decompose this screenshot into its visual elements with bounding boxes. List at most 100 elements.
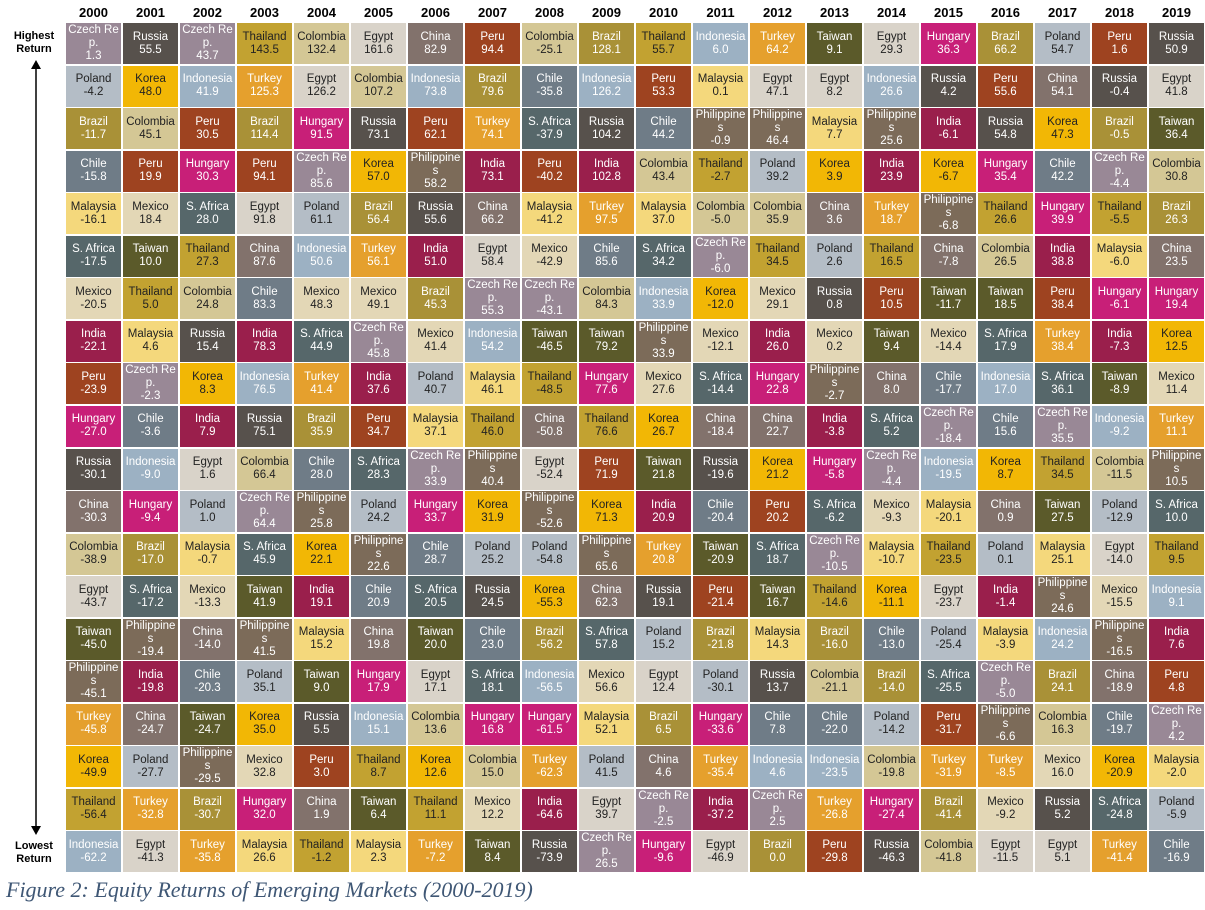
country-name: Korea (78, 753, 109, 766)
return-value: 25.2 (481, 554, 504, 567)
return-value: 19.1 (310, 596, 333, 609)
country-name: Hungary (641, 838, 686, 851)
return-value: 0.1 (997, 554, 1014, 567)
return-value: -41.8 (935, 851, 962, 864)
country-name: Taiwan (759, 583, 796, 596)
country-name: Philippines (467, 449, 518, 475)
return-cell: Malaysia 7.7 (806, 107, 863, 151)
country-name: Turkey (361, 243, 396, 256)
country-name: Russia (531, 838, 568, 851)
country-name: Poland (1158, 796, 1195, 809)
return-cell: Czech Rep. -2.3 (122, 362, 179, 406)
return-value: -20.9 (707, 554, 734, 567)
country-name: Peru (594, 456, 619, 469)
country-name: Hungary (470, 711, 515, 724)
return-cell: Turkey 41.4 (293, 362, 350, 406)
return-cell: Brazil 26.3 (1148, 192, 1205, 236)
country-name: Korea (648, 413, 679, 426)
return-cell: Mexico 0.2 (806, 319, 863, 363)
return-value: -12.9 (1106, 511, 1133, 524)
return-value: 3.0 (313, 766, 330, 779)
return-value: -9.3 (881, 511, 902, 524)
return-cell: Mexico -42.9 (521, 234, 578, 278)
return-cell: Poland 24.2 (350, 490, 407, 534)
return-cell: Peru 20.2 (749, 490, 806, 534)
return-value: 57.8 (595, 639, 618, 652)
return-value: 16.8 (481, 724, 504, 737)
return-value: -14.4 (935, 341, 962, 354)
return-cell: Turkey 11.1 (1148, 404, 1205, 448)
country-name: India (309, 583, 334, 596)
return-cell: Mexico -15.5 (1091, 575, 1148, 619)
return-cell: Turkey -31.9 (920, 745, 977, 789)
return-value: 45.8 (367, 347, 390, 360)
return-cell: Egypt 5.1 (1034, 830, 1091, 874)
return-value: -2.7 (710, 171, 731, 184)
country-name: Chile (422, 541, 449, 554)
return-value: 55.5 (139, 43, 162, 56)
return-cell: India -6.1 (920, 107, 977, 151)
country-name: Egypt (1161, 73, 1192, 86)
return-cell: Czech Rep. 55.3 (464, 277, 521, 321)
country-name: Hungary (299, 115, 344, 128)
return-value: 20.9 (367, 596, 390, 609)
country-name: Chile (137, 413, 164, 426)
country-name: China (819, 200, 850, 213)
country-name: Peru (480, 30, 505, 43)
return-cell: Malaysia -6.0 (1091, 234, 1148, 278)
country-name: India (651, 498, 676, 511)
return-cell: Hungary -5.8 (806, 447, 863, 491)
return-value: -5.0 (710, 213, 731, 226)
return-value: -20.1 (935, 511, 962, 524)
country-name: Mexico (588, 668, 625, 681)
return-value: 87.6 (253, 256, 276, 269)
return-cell: Czech Rep. 2.5 (749, 787, 806, 831)
return-cell: Chile 44.2 (635, 107, 692, 151)
return-cell: Czech Rep. 64.4 (236, 490, 293, 534)
return-value: 0.1 (712, 86, 729, 99)
country-name: Czech Rep. (638, 789, 689, 815)
country-name: Taiwan (1044, 498, 1081, 511)
return-value: -6.6 (995, 730, 1016, 743)
return-cell: Chile -20.3 (179, 660, 236, 704)
return-cell: Thailand -56.4 (65, 787, 122, 831)
country-name: Poland (645, 626, 682, 639)
return-value: 76.5 (253, 383, 276, 396)
return-cell: Chile 28.7 (407, 532, 464, 576)
return-cell: Hungary 33.7 (407, 490, 464, 534)
country-name: Brazil (1162, 200, 1191, 213)
country-name: Chile (821, 711, 848, 724)
country-name: Mexico (303, 285, 340, 298)
return-cell: Mexico 29.1 (749, 277, 806, 321)
return-value: 26.5 (595, 858, 618, 871)
country-name: Taiwan (702, 541, 739, 554)
return-value: 35.4 (994, 171, 1017, 184)
country-name: Peru (252, 158, 277, 171)
country-name: Chile (707, 498, 734, 511)
return-cell: Mexico -9.2 (977, 787, 1034, 831)
return-value: 58.2 (424, 177, 447, 190)
country-name: Thailand (185, 243, 230, 256)
return-value: 4.6 (769, 766, 786, 779)
country-name: Chile (1049, 158, 1076, 171)
return-cell: S. Africa -37.9 (521, 107, 578, 151)
return-value: -37.2 (707, 809, 734, 822)
return-cell: Korea 8.3 (179, 362, 236, 406)
return-cell: Czech Rep. 26.5 (578, 830, 635, 874)
return-value: 46.1 (481, 383, 504, 396)
return-value: 29.1 (766, 298, 789, 311)
country-name: Indonesia (68, 838, 119, 851)
return-cell: Taiwan 9.0 (293, 660, 350, 704)
return-cell: Poland 41.5 (578, 745, 635, 789)
return-value: -6.0 (710, 262, 731, 275)
return-value: 73.8 (424, 86, 447, 99)
return-cell: Korea -6.7 (920, 149, 977, 193)
return-value: 1.0 (199, 511, 216, 524)
return-value: -56.5 (536, 681, 563, 694)
country-name: Egypt (1104, 541, 1135, 554)
return-cell: Thailand 11.1 (407, 787, 464, 831)
return-value: -19.6 (707, 469, 734, 482)
return-cell: India 20.9 (635, 490, 692, 534)
return-value: 25.6 (880, 135, 903, 148)
return-value: -17.0 (137, 554, 164, 567)
